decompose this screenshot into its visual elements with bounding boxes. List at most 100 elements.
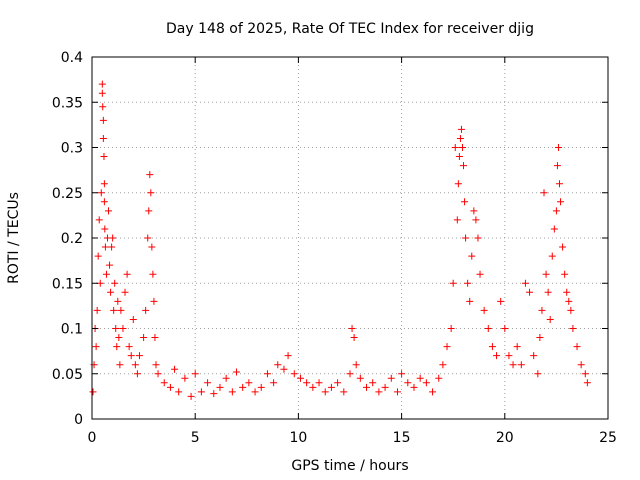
data-point <box>121 288 129 296</box>
data-point <box>501 325 509 332</box>
data-point <box>100 180 108 188</box>
data-point <box>563 288 571 296</box>
x-tick-label: 5 <box>191 430 200 446</box>
data-point <box>98 89 106 97</box>
data-point <box>348 325 356 332</box>
data-point <box>327 383 335 391</box>
axis-ticks: 0 5 10 15 20 25 0 0.05 0.1 0.15 0.2 0.25 0.3 0.35 0.4 <box>52 50 617 446</box>
y-tick-label: 0.3 <box>61 141 83 157</box>
data-point <box>166 383 174 391</box>
data-point <box>458 144 466 151</box>
data-point <box>488 343 496 351</box>
y-tick-label: 0.15 <box>52 276 83 292</box>
y-axis-label: ROTI / TECUs <box>6 192 22 284</box>
data-point <box>89 388 97 396</box>
data-point <box>565 297 573 305</box>
data-point <box>429 388 437 396</box>
data-point <box>105 207 113 215</box>
data-point <box>296 374 304 382</box>
data-point <box>461 198 469 206</box>
data-point <box>135 352 143 360</box>
data-point <box>99 134 107 142</box>
data-point <box>251 388 259 396</box>
data-point <box>398 370 406 378</box>
data-point <box>263 370 271 378</box>
x-tick-label: 15 <box>393 430 411 446</box>
data-point <box>555 180 563 188</box>
y-tick-label: 0 <box>74 412 83 428</box>
plot-frame <box>91 56 609 420</box>
data-point <box>97 189 105 197</box>
data-point <box>521 279 529 287</box>
grid <box>92 57 608 419</box>
data-point <box>110 306 118 314</box>
data-point <box>509 361 517 369</box>
data-point <box>119 325 127 332</box>
data-point <box>559 243 567 251</box>
data-point <box>456 134 464 142</box>
data-point <box>123 270 131 278</box>
data-point <box>284 352 292 360</box>
data-point <box>160 379 168 387</box>
data-point <box>363 383 371 391</box>
x-tick-label: 10 <box>289 430 307 446</box>
data-point <box>197 388 205 396</box>
data-point <box>149 270 157 278</box>
data-point <box>239 383 247 391</box>
data-point <box>534 370 542 378</box>
x-tick-label: 20 <box>496 430 514 446</box>
data-point <box>387 374 395 382</box>
data-point <box>210 390 218 398</box>
data-point <box>468 252 476 260</box>
data-point <box>561 270 569 278</box>
data-point <box>410 383 418 391</box>
data-point <box>557 198 565 206</box>
data-point <box>191 370 199 378</box>
data-point <box>309 383 317 391</box>
data-point <box>280 365 288 373</box>
data-point <box>107 288 115 296</box>
data-point <box>111 279 119 287</box>
data-point <box>513 343 521 351</box>
data-point <box>451 144 459 151</box>
data-point <box>228 388 236 396</box>
data-point <box>127 352 135 360</box>
data-point <box>453 216 461 224</box>
data-point <box>505 352 513 360</box>
data-point <box>133 370 141 378</box>
data-point <box>544 288 552 296</box>
data-point <box>435 374 443 382</box>
data-point <box>517 361 525 369</box>
data-point <box>422 379 430 387</box>
data-point <box>140 334 148 342</box>
data-point <box>464 279 472 287</box>
x-tick-label: 25 <box>599 430 617 446</box>
data-point <box>567 306 575 314</box>
data-point <box>216 383 224 391</box>
x-tick-label: 0 <box>88 430 97 446</box>
data-point <box>577 361 585 369</box>
data-point <box>101 225 109 233</box>
data-point <box>554 144 562 151</box>
data-point <box>114 297 122 305</box>
data-point <box>131 361 139 369</box>
data-point <box>147 189 155 197</box>
data-point <box>457 125 465 133</box>
data-point <box>100 153 108 161</box>
data-point <box>346 370 354 378</box>
data-point <box>375 388 383 396</box>
data-point <box>470 207 478 215</box>
data-point <box>181 374 189 382</box>
data-point <box>92 343 100 351</box>
data-point <box>474 234 482 242</box>
data-point <box>270 379 278 387</box>
data-point <box>101 243 109 251</box>
data-point <box>187 392 195 400</box>
data-point <box>303 379 311 387</box>
data-point <box>548 252 556 260</box>
data-point <box>146 171 154 179</box>
data-point <box>455 153 463 161</box>
data-point <box>476 270 484 278</box>
data-point <box>274 361 282 369</box>
